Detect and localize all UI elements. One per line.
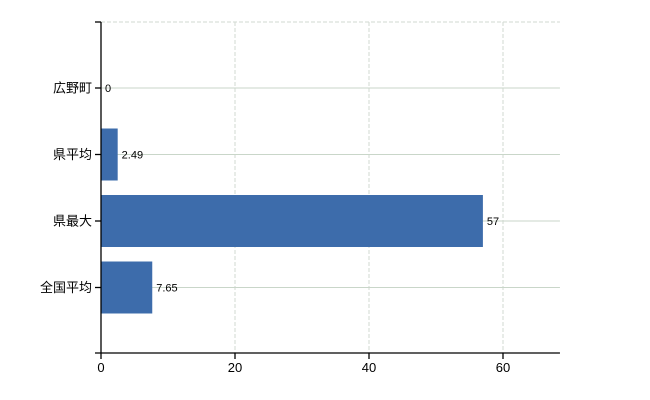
bar-value-label: 2.49 bbox=[122, 150, 143, 162]
bar-value-label: 0 bbox=[105, 83, 111, 95]
x-tick-label: 0 bbox=[97, 360, 104, 375]
category-label: 全国平均 bbox=[40, 280, 92, 295]
x-tick-label: 40 bbox=[362, 360, 376, 375]
bar-value-label: 57 bbox=[487, 216, 499, 228]
bar bbox=[101, 128, 118, 181]
x-tick-label: 20 bbox=[228, 360, 242, 375]
category-label: 県最大 bbox=[53, 214, 92, 229]
x-tick-label: 60 bbox=[496, 360, 510, 375]
bar bbox=[101, 261, 153, 314]
category-label: 広野町 bbox=[53, 81, 92, 96]
bar bbox=[101, 195, 483, 247]
category-label: 県平均 bbox=[53, 147, 92, 162]
bar-value-label: 7.65 bbox=[156, 283, 177, 295]
